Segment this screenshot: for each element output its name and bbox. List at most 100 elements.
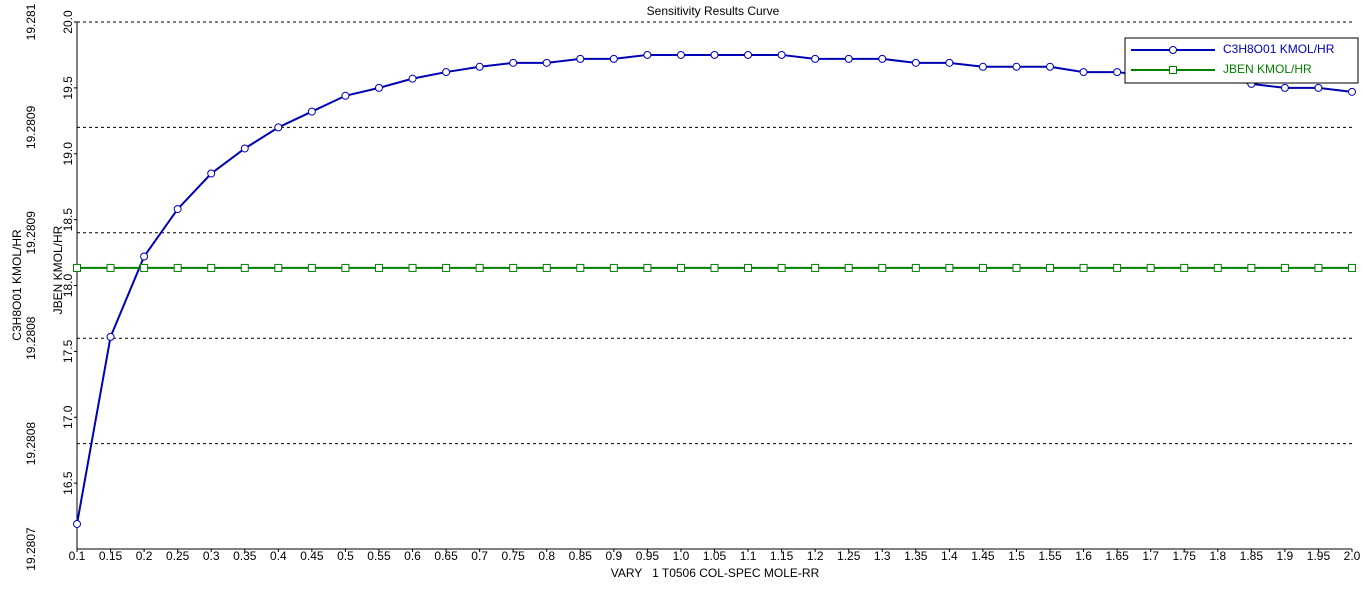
x-tick-label: 0.75 — [502, 549, 526, 563]
point — [777, 263, 786, 272]
x-tick-label: 1.55 — [1038, 549, 1062, 563]
x-tick-label: 0.35 — [233, 549, 257, 563]
point — [744, 50, 753, 59]
legend-label: C3H8O01 KMOL/HR — [1223, 42, 1335, 56]
point — [1113, 263, 1122, 272]
point — [475, 62, 484, 71]
x-tick-label: 0.45 — [300, 549, 324, 563]
point — [374, 83, 383, 92]
legend-label: JBEN KMOL/HR — [1223, 62, 1312, 76]
y2-tick-label: 19.5 — [61, 76, 75, 100]
point — [978, 263, 987, 272]
point — [945, 58, 954, 67]
point — [374, 263, 383, 272]
chart-title: Sensitivity Results Curve — [647, 4, 780, 18]
legend-marker — [1169, 46, 1177, 54]
point — [442, 263, 451, 272]
point — [777, 50, 786, 59]
x-tick-label: 1.4 — [941, 549, 958, 563]
point — [1012, 62, 1021, 71]
point — [1046, 62, 1055, 71]
x-tick-label: 0.55 — [367, 549, 391, 563]
x-tick-label: 0.9 — [605, 549, 622, 563]
x-tick-label: 1.7 — [1142, 549, 1159, 563]
y2-axis-title: JBEN KMOL/HR — [51, 225, 65, 314]
y-tick-label: 19.2809 — [24, 211, 38, 255]
point — [811, 54, 820, 63]
y-axis-title: C3H8O01 KMOL/HR — [10, 229, 24, 341]
point — [844, 263, 853, 272]
x-tick-label: 0.15 — [99, 549, 123, 563]
point — [576, 54, 585, 63]
y2-tick-label: 17.0 — [61, 405, 75, 429]
y2-tick-label: 19.0 — [61, 142, 75, 166]
y-tick-label: 19.2808 — [24, 422, 38, 466]
x-tick-label: 1.85 — [1240, 549, 1264, 563]
x-tick-label: 0.7 — [471, 549, 488, 563]
point — [274, 123, 283, 132]
x-tick-label: 0.1 — [69, 549, 86, 563]
x-tick-label: 1.05 — [703, 549, 727, 563]
point — [140, 252, 149, 261]
x-tick-label: 0.85 — [569, 549, 593, 563]
point — [1046, 263, 1055, 272]
point — [140, 263, 149, 272]
x-tick-label: 1.25 — [837, 549, 861, 563]
point — [1213, 263, 1222, 272]
x-tick-label: 0.25 — [166, 549, 190, 563]
point — [207, 263, 216, 272]
point — [878, 263, 887, 272]
x-tick-label: 1.45 — [971, 549, 995, 563]
y2-tick-label: 18.0 — [61, 273, 75, 297]
x-tick-label: 1.35 — [904, 549, 928, 563]
point — [1348, 87, 1356, 96]
point — [643, 50, 652, 59]
point — [542, 58, 551, 67]
y2-tick-label: 17.5 — [61, 339, 75, 363]
y-tick-label: 19.2808 — [24, 316, 38, 360]
point — [408, 263, 417, 272]
point — [1079, 263, 1088, 272]
point — [1280, 83, 1289, 92]
x-tick-label: 1.15 — [770, 549, 794, 563]
point — [844, 54, 853, 63]
x-tick-label: 1.8 — [1209, 549, 1226, 563]
x-tick-label: 1.5 — [1008, 549, 1025, 563]
point — [1314, 263, 1323, 272]
point — [1280, 263, 1289, 272]
y-tick-label: 19.2809 — [24, 105, 38, 149]
x-tick-label: 1.0 — [673, 549, 690, 563]
point — [878, 54, 887, 63]
point — [73, 263, 81, 272]
y2-tick-label: 20.0 — [61, 10, 75, 34]
point — [542, 263, 551, 272]
point — [509, 58, 518, 67]
legend-marker — [1169, 66, 1177, 74]
y2-tick-label: 16.5 — [61, 471, 75, 495]
point — [1146, 263, 1155, 272]
point — [945, 263, 954, 272]
point — [408, 74, 417, 83]
x-tick-label: 0.5 — [337, 549, 354, 563]
point — [676, 263, 685, 272]
x-tick-label: 0.95 — [636, 549, 660, 563]
legend-box — [1124, 37, 1359, 84]
point — [173, 205, 182, 214]
point — [643, 263, 652, 272]
x-axis-title: VARY 1 T0506 COL-SPEC MOLE-RR — [611, 566, 820, 580]
point — [576, 263, 585, 272]
x-tick-label: 0.8 — [538, 549, 555, 563]
y-tick-label: 19.281 — [24, 3, 38, 40]
x-tick-label: 1.75 — [1173, 549, 1197, 563]
point — [307, 263, 316, 272]
point — [1247, 263, 1256, 272]
x-tick-label: 1.2 — [807, 549, 824, 563]
point — [710, 263, 719, 272]
point — [106, 332, 115, 341]
series-line — [76, 53, 1353, 525]
y2-tick-label: 18.5 — [61, 208, 75, 232]
point — [744, 263, 753, 272]
point — [509, 263, 518, 272]
point — [341, 263, 350, 272]
x-tick-label: 1.65 — [1105, 549, 1129, 563]
